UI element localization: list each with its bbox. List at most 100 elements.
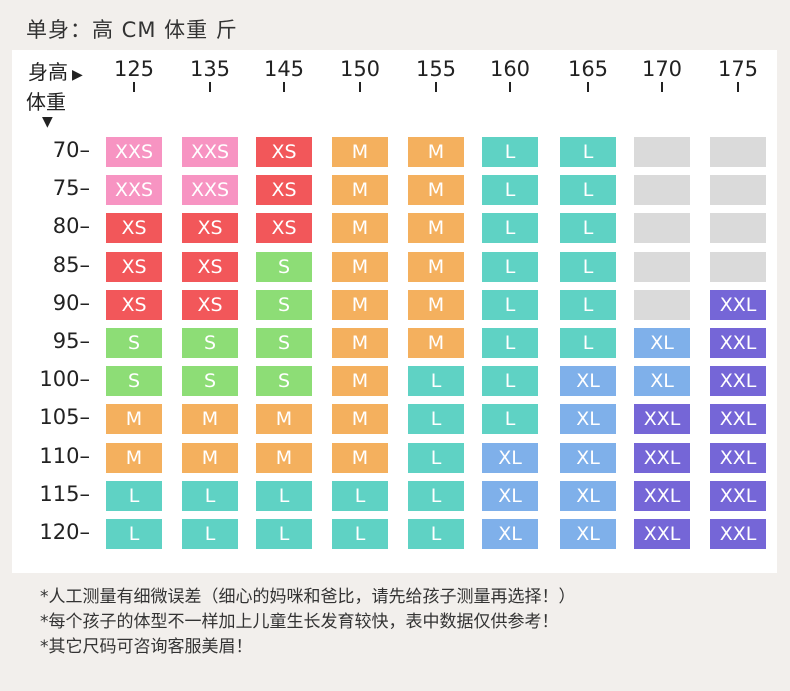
height-label: 155 bbox=[415, 57, 457, 81]
size-cell: M bbox=[408, 251, 464, 282]
size-cell: L bbox=[560, 137, 616, 167]
weight-label: 95– bbox=[52, 329, 90, 353]
height-label: 160 bbox=[489, 57, 531, 81]
weight-label: 100– bbox=[39, 367, 90, 392]
size-cell: S bbox=[106, 328, 162, 358]
size-cell: L bbox=[482, 289, 538, 320]
size-cell: L bbox=[560, 175, 616, 206]
size-cell: L bbox=[408, 442, 464, 473]
size-cell: M bbox=[106, 404, 162, 435]
size-cell: S bbox=[106, 366, 162, 397]
size-cell: M bbox=[332, 175, 388, 206]
size-cell: M bbox=[332, 442, 388, 473]
size-cell: L bbox=[560, 289, 616, 320]
size-cell: L bbox=[482, 137, 538, 167]
height-axis-text: 身高 bbox=[28, 60, 68, 84]
size-cell: M bbox=[332, 328, 388, 358]
size-cell: XL bbox=[482, 442, 538, 473]
size-cell: XL bbox=[560, 442, 616, 473]
size-cell: L bbox=[332, 480, 388, 511]
size-cell: M bbox=[256, 442, 312, 473]
size-cell: XXS bbox=[182, 137, 238, 167]
size-cell: L bbox=[482, 213, 538, 244]
size-cell: XXL bbox=[634, 404, 690, 435]
size-cell: M bbox=[408, 289, 464, 320]
size-cell: XXS bbox=[106, 137, 162, 167]
size-cell: M bbox=[408, 328, 464, 358]
size-cell: L bbox=[560, 251, 616, 282]
unit-title: 单身：高 CM 体重 斤 bbox=[26, 18, 238, 42]
note-2: *每个孩子的体型不一样加上儿童生长发育较快，表中数据仅供参考！ bbox=[40, 612, 559, 632]
weight-label: 70– bbox=[52, 138, 90, 162]
size-cell: XS bbox=[182, 289, 238, 320]
size-cell: XXL bbox=[710, 328, 766, 358]
size-cell: M bbox=[332, 251, 388, 282]
size-cell: M bbox=[408, 213, 464, 244]
size-cell: XL bbox=[560, 404, 616, 435]
size-cell: L bbox=[408, 404, 464, 435]
size-cell: XXS bbox=[182, 175, 238, 206]
size-cell: L bbox=[182, 519, 238, 549]
height-label: 150 bbox=[339, 57, 381, 81]
weight-label: 85– bbox=[52, 252, 90, 277]
notes: *人工测量有细微误差（细心的妈咪和爸比，请先给孩子测量再选择！） *每个孩子的体… bbox=[40, 585, 576, 660]
size-cell-empty bbox=[710, 137, 766, 167]
size-cell-empty bbox=[710, 175, 766, 206]
height-axis-label: 身高 ▶ bbox=[28, 56, 83, 85]
height-tick bbox=[661, 82, 663, 92]
size-cell: XXL bbox=[710, 442, 766, 473]
weight-label: 115– bbox=[39, 481, 90, 506]
weight-label: 105– bbox=[39, 405, 90, 430]
size-cell: XL bbox=[560, 366, 616, 397]
size-cell-empty bbox=[634, 213, 690, 244]
size-cell-empty bbox=[710, 213, 766, 244]
size-cell: XS bbox=[256, 137, 312, 167]
height-tick bbox=[133, 82, 135, 92]
size-cell: XL bbox=[560, 519, 616, 549]
size-cell: M bbox=[182, 404, 238, 435]
size-cell: XS bbox=[182, 213, 238, 244]
height-label: 145 bbox=[263, 57, 305, 81]
note-3: *其它尺码可咨询客服美眉！ bbox=[40, 637, 253, 657]
size-cell: XL bbox=[634, 366, 690, 397]
size-cell: XS bbox=[106, 251, 162, 282]
size-cell: XL bbox=[482, 480, 538, 511]
size-cell: L bbox=[408, 366, 464, 397]
size-cell: L bbox=[482, 251, 538, 282]
size-cell: XXL bbox=[710, 480, 766, 511]
size-cell-empty bbox=[634, 289, 690, 320]
size-cell: M bbox=[408, 137, 464, 167]
size-cell: XS bbox=[182, 251, 238, 282]
size-cell: XL bbox=[634, 328, 690, 358]
down-arrow-icon: ▼ bbox=[42, 114, 53, 130]
size-cell: XXL bbox=[634, 519, 690, 549]
size-cell: XS bbox=[256, 213, 312, 244]
height-label: 125 bbox=[113, 57, 155, 81]
size-cell: M bbox=[332, 137, 388, 167]
size-cell: S bbox=[256, 366, 312, 397]
size-cell: XL bbox=[482, 519, 538, 549]
height-label: 135 bbox=[189, 57, 231, 81]
size-cell: M bbox=[332, 404, 388, 435]
size-cell-empty bbox=[634, 175, 690, 206]
size-cell: L bbox=[182, 480, 238, 511]
size-cell: XXS bbox=[106, 175, 162, 206]
size-cell: L bbox=[482, 404, 538, 435]
size-cell: M bbox=[408, 175, 464, 206]
size-cell: M bbox=[332, 289, 388, 320]
size-cell: XXL bbox=[710, 404, 766, 435]
size-cell: S bbox=[256, 328, 312, 358]
size-cell: L bbox=[560, 328, 616, 358]
size-cell: XXL bbox=[634, 480, 690, 511]
size-cell: M bbox=[106, 442, 162, 473]
size-cell-empty bbox=[710, 251, 766, 282]
height-label: 165 bbox=[567, 57, 609, 81]
size-cell: XXL bbox=[710, 366, 766, 397]
size-cell: L bbox=[106, 519, 162, 549]
height-tick bbox=[587, 82, 589, 92]
size-cell: L bbox=[256, 480, 312, 511]
size-cell: M bbox=[332, 366, 388, 397]
height-label: 170 bbox=[641, 57, 683, 81]
size-cell: XXL bbox=[710, 519, 766, 549]
size-cell: XS bbox=[106, 213, 162, 244]
